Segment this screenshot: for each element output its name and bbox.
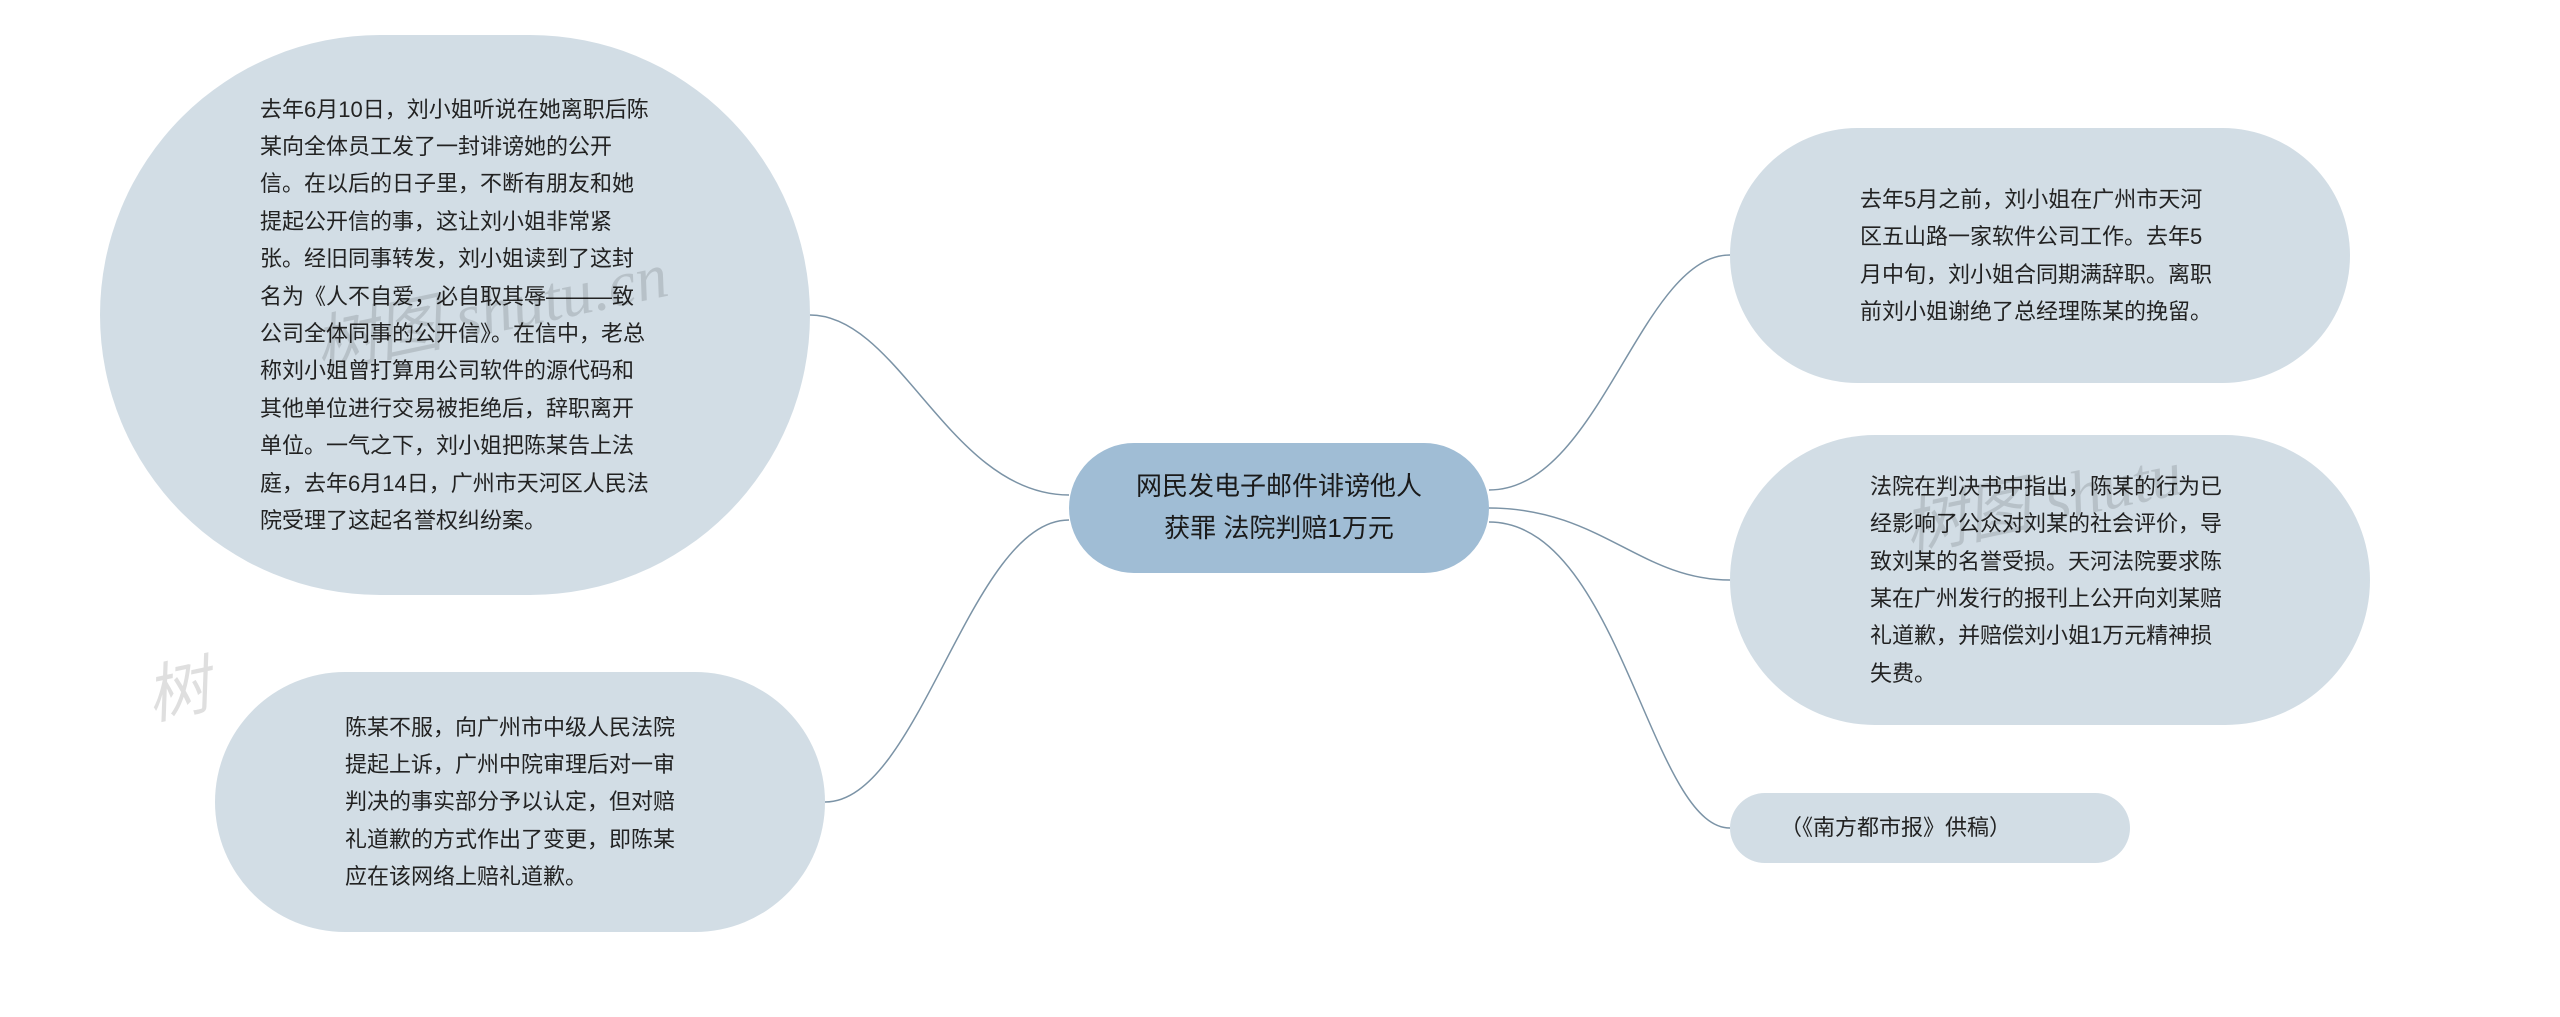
- leaf-text: 去年5月之前，刘小姐在广州市天河区五山路一家软件公司工作。去年5月中旬，刘小姐合…: [1860, 181, 2220, 331]
- central-line1: 网民发电子邮件诽谤他人: [1136, 466, 1422, 508]
- central-node: 网民发电子邮件诽谤他人 获罪 法院判赔1万元: [1069, 443, 1489, 573]
- leaf-text: （《南方都市报》供稿）: [1780, 809, 2080, 846]
- leaf-node-n1: 去年6月10日，刘小姐听说在她离职后陈某向全体员工发了一封诽谤她的公开信。在以后…: [100, 35, 810, 595]
- leaf-text: 去年6月10日，刘小姐听说在她离职后陈某向全体员工发了一封诽谤她的公开信。在以后…: [260, 91, 650, 540]
- leaf-node-n2: 陈某不服，向广州市中级人民法院提起上诉，广州中院审理后对一审判决的事实部分予以认…: [215, 672, 825, 932]
- central-line2: 获罪 法院判赔1万元: [1136, 508, 1422, 550]
- leaf-node-n4: 法院在判决书中指出，陈某的行为已经影响了公众对刘某的社会评价，导致刘某的名誉受损…: [1730, 435, 2370, 725]
- edge-n3: [1489, 255, 1730, 490]
- leaf-node-n5: （《南方都市报》供稿）: [1730, 793, 2130, 863]
- edge-n1: [810, 315, 1069, 495]
- edge-n2: [825, 520, 1069, 802]
- edge-n4: [1489, 508, 1730, 580]
- edge-n5: [1489, 522, 1730, 828]
- watermark-2: 树: [136, 634, 218, 737]
- leaf-text: 陈某不服，向广州市中级人民法院提起上诉，广州中院审理后对一审判决的事实部分予以认…: [345, 709, 695, 896]
- leaf-text: 法院在判决书中指出，陈某的行为已经影响了公众对刘某的社会评价，导致刘某的名誉受损…: [1870, 468, 2230, 692]
- leaf-node-n3: 去年5月之前，刘小姐在广州市天河区五山路一家软件公司工作。去年5月中旬，刘小姐合…: [1730, 128, 2350, 383]
